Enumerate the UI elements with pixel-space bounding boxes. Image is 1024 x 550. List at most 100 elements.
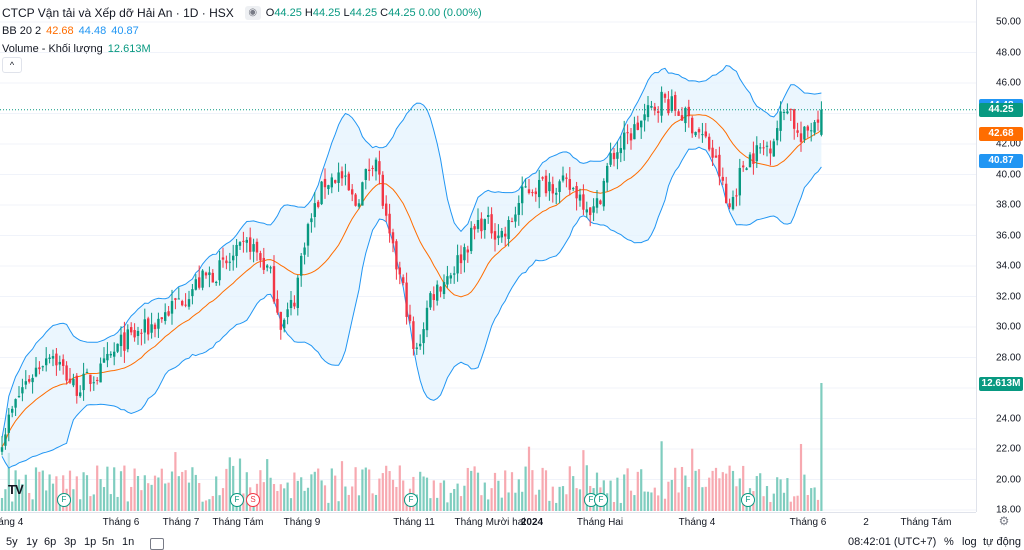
range-6m-button[interactable]: 6p [44, 536, 57, 548]
candle [364, 168, 367, 190]
candle [116, 343, 119, 354]
dividend-event-icon[interactable]: F [404, 493, 418, 507]
volume-bar [820, 383, 823, 511]
price-tick: 20.00 [995, 474, 1021, 485]
volume-bar [82, 472, 85, 511]
volume-bar [497, 480, 500, 511]
candle [272, 255, 276, 304]
price-axis[interactable]: 50.0048.0046.0044.0042.0040.0038.0036.00… [976, 0, 1024, 516]
dividend-event-icon[interactable]: F [57, 493, 71, 507]
volume-bar [17, 479, 21, 511]
candle [79, 385, 82, 398]
clock[interactable]: 08:42:01 (UTC+7) [848, 536, 937, 548]
percent-toggle[interactable]: % [944, 536, 954, 548]
volume-bar [572, 476, 575, 511]
volume-bar [772, 493, 775, 511]
dividend-event-icon[interactable]: F [594, 493, 608, 507]
volume-bar [670, 479, 673, 511]
price-tick: 24.00 [995, 413, 1021, 424]
volume-bar [796, 495, 799, 511]
candle [269, 265, 272, 274]
candle [119, 326, 123, 357]
volume-bar [276, 490, 279, 511]
eye-icon[interactable]: ◉ [244, 6, 261, 20]
time-tick: Tháng 6 [102, 517, 140, 528]
candle [470, 221, 473, 255]
candle [629, 127, 633, 150]
range-1y-button[interactable]: 1y [26, 536, 38, 548]
candle [317, 199, 320, 209]
candle [636, 115, 639, 131]
bb-label[interactable]: BB 20 2 [2, 25, 42, 37]
candle [242, 231, 245, 253]
volume-bar [327, 502, 330, 511]
volume-bar [527, 446, 531, 511]
legend-bb-row[interactable]: BB 20 2 42.68 44.48 40.87 [0, 22, 482, 40]
volume-bar [374, 494, 378, 511]
dividend-event-icon[interactable]: F [741, 493, 755, 507]
candle [41, 365, 44, 372]
candle [208, 266, 211, 288]
time-axis[interactable]: háng 4 Tháng 6 Tháng 7 Tháng Tám Tháng 9 Thán… [0, 512, 976, 533]
chart-area[interactable] [0, 0, 976, 512]
candle [521, 176, 524, 216]
candle [259, 250, 262, 268]
candle [140, 328, 143, 346]
candle [31, 374, 34, 394]
candle [558, 179, 561, 204]
candle [313, 192, 316, 228]
volume-bar [337, 501, 340, 511]
price-tick: 38.00 [995, 199, 1021, 211]
candle [806, 124, 809, 138]
collapse-legend-button[interactable]: ^ [2, 57, 22, 73]
candle [813, 119, 816, 136]
candle [194, 274, 197, 291]
candle [201, 269, 204, 291]
volume-bar [45, 490, 48, 511]
candle [762, 140, 765, 156]
candle [582, 184, 585, 216]
candle [405, 272, 408, 325]
legend-symbol-row[interactable]: CTCP Vận tải và Xếp dỡ Hải An · 1D · HSX… [0, 4, 482, 22]
candle [684, 106, 687, 132]
volume-bar [164, 483, 167, 511]
volume-label[interactable]: Volume - Khối lượng [2, 43, 103, 55]
range-1d-button[interactable]: 1n [122, 536, 135, 548]
calendar-icon[interactable] [150, 538, 164, 550]
volume-bar [650, 492, 653, 511]
symbol-title[interactable]: CTCP Vận tải và Xếp dỡ Hải An · 1D · HSX [2, 6, 234, 20]
volume-bar [793, 496, 796, 511]
volume-bar [694, 470, 697, 511]
candle [436, 280, 439, 306]
candle [85, 368, 89, 373]
candle [742, 160, 745, 172]
volume-bar [425, 477, 429, 511]
volume-bar [429, 498, 432, 511]
volume-bar [504, 470, 507, 511]
auto-toggle[interactable]: tự động [983, 536, 1021, 548]
candle [167, 305, 170, 317]
split-event-icon[interactable]: S [246, 493, 260, 507]
candle [191, 283, 194, 305]
candle [514, 206, 517, 228]
bottom-toolbar: 5y 1y 6p 3p 1p 5n 1n 08:42:01 (UTC+7) % … [0, 532, 1024, 550]
tradingview-logo-icon[interactable]: TV [8, 482, 24, 497]
volume-bar [453, 489, 456, 511]
candle [456, 244, 459, 282]
range-3m-button[interactable]: 3p [64, 536, 77, 548]
candle [157, 312, 160, 338]
candle [725, 176, 728, 204]
candle [306, 222, 310, 257]
volume-bar [143, 475, 146, 511]
volume-bar [463, 485, 466, 511]
legend-volume-row[interactable]: Volume - Khối lượng 12.613M [0, 40, 482, 58]
dividend-event-icon[interactable]: F [230, 493, 244, 507]
log-toggle[interactable]: log [962, 536, 977, 548]
range-5y-button[interactable]: 5y [6, 536, 18, 548]
candle [422, 322, 425, 355]
price-chart[interactable] [0, 0, 976, 512]
gear-icon[interactable]: ⚙ [998, 514, 1010, 528]
range-5d-button[interactable]: 5n [102, 536, 115, 548]
range-1m-button[interactable]: 1p [84, 536, 97, 548]
candle [344, 163, 347, 186]
